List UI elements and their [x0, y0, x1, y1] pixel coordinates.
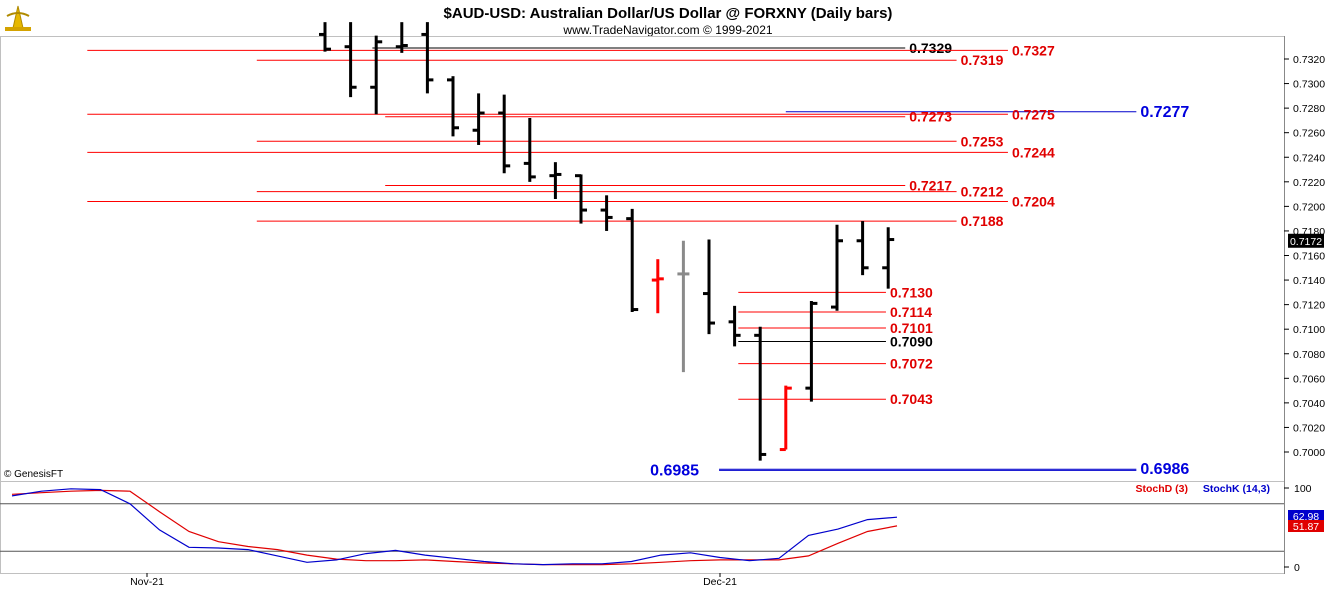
- price-tick-label: 0.7320: [1293, 54, 1325, 66]
- price-bar: [523, 117, 536, 182]
- level-label: 0.7244: [1012, 144, 1055, 160]
- level-label: 0.6985: [650, 462, 699, 479]
- level-label: 0.7329: [909, 40, 952, 56]
- last-price-label: 0.7172: [1290, 236, 1322, 248]
- price-bar: [549, 162, 562, 200]
- price-bar: [370, 35, 383, 115]
- stochastic-guides: [0, 503, 1284, 552]
- price-tick-label: 0.7240: [1293, 152, 1325, 164]
- level-label: 0.7273: [909, 109, 952, 125]
- price-bar: [498, 94, 511, 174]
- price-bar: [344, 22, 357, 98]
- price-panel: [0, 36, 1285, 482]
- price-bar: [831, 224, 843, 311]
- stoch-tick-label: 0: [1294, 562, 1300, 574]
- price-bar: [600, 195, 613, 231]
- price-bar: [856, 221, 869, 276]
- price-tick-label: 0.7260: [1293, 128, 1325, 140]
- level-label: 0.7277: [1140, 104, 1189, 121]
- stochd-line: [11, 489, 898, 566]
- level-label: 0.7114: [890, 304, 932, 320]
- chart-title: $AUD-USD: Australian Dollar/US Dollar @ …: [444, 5, 893, 22]
- level-label: 0.7253: [961, 133, 1004, 149]
- stochastic-lines: [11, 488, 898, 566]
- date-tick-label: Nov-21: [130, 576, 164, 588]
- price-bar: [472, 93, 485, 145]
- stochastic-axis: 100 0: [1284, 483, 1312, 574]
- last-price-marker: 0.7172: [1288, 233, 1324, 248]
- level-label: 0.7188: [961, 213, 1004, 229]
- price-tick-label: 0.7000: [1293, 447, 1325, 459]
- level-label: 0.7327: [1012, 42, 1055, 58]
- level-label: 0.7204: [1012, 193, 1055, 209]
- price-tick-label: 0.7040: [1293, 398, 1325, 410]
- level-label: 0.7130: [890, 284, 933, 300]
- price-bar: [754, 326, 767, 461]
- price-bars: [319, 22, 895, 461]
- price-bar: [882, 227, 895, 289]
- price-tick-label: 0.7080: [1293, 349, 1325, 361]
- price-tick-label: 0.7160: [1293, 251, 1325, 263]
- level-lines: 0.7329 0.7327 0.7319 0.7277 0.7275 0.7273 0.72…: [87, 40, 1189, 479]
- stochd-last-label: 51.87: [1293, 521, 1319, 533]
- price-tick-label: 0.7200: [1293, 201, 1325, 213]
- level-label: 0.7275: [1012, 106, 1055, 122]
- level-label: 0.7043: [890, 391, 933, 407]
- price-tick-label: 0.7100: [1293, 324, 1325, 336]
- price-bar: [805, 300, 818, 402]
- stoch-tick-label: 100: [1294, 483, 1312, 495]
- date-tick-label: Dec-21: [703, 576, 737, 588]
- price-axis: 0.7000 0.7020 0.7040 0.7060 0.7080 0.7100 0.71…: [1284, 54, 1325, 459]
- level-label: 0.6986: [1140, 461, 1189, 478]
- stochd-last-marker: 51.87: [1288, 520, 1324, 533]
- price-bar: [677, 240, 690, 373]
- level-label: 0.7319: [961, 52, 1004, 68]
- price-bar: [728, 305, 741, 347]
- price-tick-label: 0.7060: [1293, 373, 1325, 385]
- trade-navigator-logo: [3, 3, 33, 33]
- price-tick-label: 0.7120: [1293, 300, 1325, 312]
- date-axis: Nov-21 Dec-21: [130, 573, 737, 588]
- price-bar: [319, 22, 331, 52]
- legend-stochk: StochK (14,3): [1203, 483, 1270, 495]
- level-label: 0.7090: [890, 333, 933, 349]
- price-bar: [626, 208, 639, 312]
- price-tick-label: 0.7020: [1293, 422, 1325, 434]
- level-label: 0.7212: [961, 184, 1004, 200]
- price-tick-label: 0.7140: [1293, 275, 1325, 287]
- price-bar: [395, 22, 408, 53]
- chart-subtitle: www.TradeNavigator.com © 1999-2021: [562, 23, 772, 37]
- price-bar: [447, 76, 459, 137]
- price-bar: [575, 174, 587, 224]
- price-bar: [703, 239, 715, 335]
- level-label: 0.7072: [890, 356, 933, 372]
- price-tick-label: 0.7300: [1293, 79, 1325, 91]
- price-bar: [651, 259, 664, 314]
- price-tick-label: 0.7220: [1293, 177, 1325, 189]
- price-bar: [421, 22, 434, 94]
- price-bar: [779, 385, 792, 452]
- level-label: 0.7101: [890, 320, 933, 336]
- legend-stochd: StochD (3): [1136, 483, 1189, 495]
- price-tick-label: 0.7280: [1293, 103, 1325, 115]
- level-label: 0.7217: [909, 177, 952, 193]
- genesis-credit: © GenesisFT: [4, 469, 63, 480]
- stochk-line: [11, 488, 898, 566]
